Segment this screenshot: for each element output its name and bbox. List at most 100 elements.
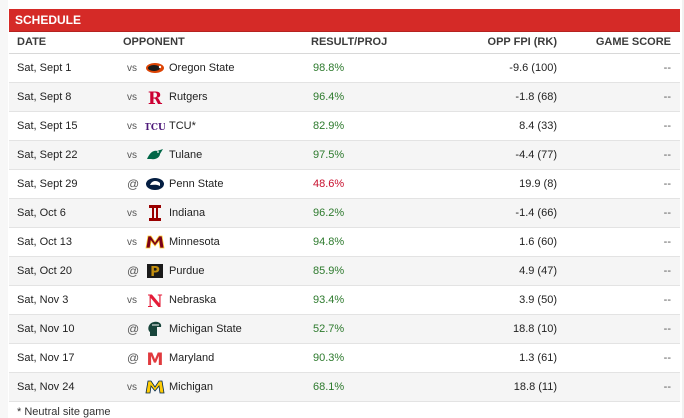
result-projection: 52.7% <box>313 323 345 335</box>
schedule-rows: Sat, Sept 1 vs Oregon State 98.8% -9.6 (100)… <box>9 54 680 402</box>
col-opponent: OPPONENT <box>123 36 185 48</box>
table-row[interactable]: Sat, Sept 15 vs TCU TCU* 82.9% 8.4 (33) -- <box>9 112 680 141</box>
opponent-fpi: -1.4 (66) <box>515 207 557 219</box>
game-date: Sat, Nov 17 <box>17 352 75 364</box>
opponent-fpi: 8.4 (33) <box>519 120 557 132</box>
opponent-fpi: 19.9 (8) <box>519 178 557 190</box>
footnote: * Neutral site game <box>17 406 111 418</box>
game-date: Sat, Oct 13 <box>17 236 73 248</box>
opponent-fpi: 18.8 (10) <box>512 323 557 335</box>
opponent-link[interactable]: Michigan State <box>169 323 242 335</box>
home-away-indicator: vs <box>127 382 137 393</box>
maryland-logo-icon[interactable]: M <box>145 349 165 367</box>
game-score: -- <box>663 207 671 219</box>
table-row[interactable]: Sat, Nov 10 @ Michigan State 52.7% 18.8 (10)… <box>9 315 680 344</box>
result-projection: 93.4% <box>313 294 345 306</box>
purdue-logo-icon[interactable]: P <box>145 262 165 280</box>
result-projection: 96.4% <box>313 91 345 103</box>
opponent-link[interactable]: Oregon State <box>169 62 235 74</box>
tulane-logo-icon[interactable] <box>145 146 165 164</box>
table-row[interactable]: Sat, Oct 6 vs Indiana 96.2% -1.4 (66) -- <box>9 199 680 228</box>
table-row[interactable]: Sat, Nov 24 vs Michigan 68.1% 18.8 (11) -- <box>9 373 680 402</box>
opponent-fpi: 4.9 (47) <box>519 265 557 277</box>
game-date: Sat, Nov 3 <box>17 294 69 306</box>
game-score: -- <box>663 91 671 103</box>
col-game-score: GAME SCORE <box>595 36 671 48</box>
result-projection: 94.8% <box>313 236 345 248</box>
result-projection: 98.8% <box>313 62 345 74</box>
col-result: RESULT/PROJ <box>311 36 388 48</box>
result-projection: 97.5% <box>313 149 345 161</box>
column-headers: DATE OPPONENT RESULT/PROJ OPP FPI (RK) G… <box>9 32 680 54</box>
game-date: Sat, Sept 22 <box>17 149 78 161</box>
table-row[interactable]: Sat, Sept 8 vs R Rutgers 96.4% -1.8 (68) -- <box>9 83 680 112</box>
table-row[interactable]: Sat, Sept 29 @ Penn State 48.6% 19.9 (8) -- <box>9 170 680 199</box>
nebraska-logo-icon[interactable]: N <box>145 291 165 309</box>
opponent-fpi: 18.8 (11) <box>513 381 557 393</box>
home-away-indicator: vs <box>127 150 137 161</box>
opponent-link[interactable]: Maryland <box>169 352 215 364</box>
home-away-indicator: vs <box>127 208 137 219</box>
home-away-indicator: @ <box>127 264 140 278</box>
home-away-indicator: vs <box>127 295 137 306</box>
table-row[interactable]: Sat, Nov 17 @ M Maryland 90.3% 1.3 (61) -- <box>9 344 680 373</box>
svg-text:N: N <box>147 292 163 309</box>
table-row[interactable]: Sat, Sept 1 vs Oregon State 98.8% -9.6 (100)… <box>9 54 680 83</box>
michigan-logo-icon[interactable] <box>145 378 165 396</box>
opponent-link[interactable]: Indiana <box>169 207 206 219</box>
table-row[interactable]: Sat, Nov 3 vs N Nebraska 93.4% 3.9 (50) -- <box>9 286 680 315</box>
opponent-link[interactable]: Nebraska <box>169 294 217 306</box>
opponent-fpi: -4.4 (77) <box>515 149 557 161</box>
minnesota-logo-icon[interactable] <box>145 233 165 251</box>
right-gutter <box>682 0 684 418</box>
oregon-state-logo-icon[interactable] <box>145 59 165 77</box>
opponent-link[interactable]: Rutgers <box>169 91 208 103</box>
result-projection: 90.3% <box>313 352 345 364</box>
opponent-link[interactable]: Penn State <box>169 178 224 190</box>
indiana-logo-icon[interactable] <box>145 204 165 222</box>
table-row[interactable]: Sat, Oct 13 vs Minnesota 94.8% 1.6 (60) -- <box>9 228 680 257</box>
result-projection: 48.6% <box>313 178 345 190</box>
table-row[interactable]: Sat, Sept 22 vs Tulane 97.5% -4.4 (77) -- <box>9 141 680 170</box>
schedule-card: SCHEDULE DATE OPPONENT RESULT/PROJ OPP F… <box>9 9 680 418</box>
col-date: DATE <box>17 36 47 48</box>
game-date: Sat, Sept 29 <box>17 178 78 190</box>
michigan-state-logo-icon[interactable] <box>145 320 165 338</box>
result-projection: 82.9% <box>313 120 345 132</box>
result-projection: 68.1% <box>313 381 345 393</box>
game-date: Sat, Nov 24 <box>17 381 75 393</box>
rutgers-logo-icon[interactable]: R <box>145 88 165 106</box>
game-score: -- <box>663 323 671 335</box>
result-projection: 96.2% <box>313 207 345 219</box>
game-date: Sat, Nov 10 <box>17 323 75 335</box>
table-row[interactable]: Sat, Oct 20 @ P Purdue 85.9% 4.9 (47) -- <box>9 257 680 286</box>
game-date: Sat, Oct 6 <box>17 207 66 219</box>
opponent-link[interactable]: Michigan <box>169 381 214 393</box>
game-score: -- <box>663 381 671 393</box>
game-date: Sat, Sept 1 <box>17 62 72 74</box>
left-gutter <box>0 0 8 418</box>
home-away-indicator: @ <box>127 351 140 365</box>
home-away-indicator: vs <box>127 92 137 103</box>
game-score: -- <box>663 294 671 306</box>
game-date: Sat, Sept 8 <box>17 91 72 103</box>
opponent-link[interactable]: TCU* <box>169 120 196 132</box>
penn-state-logo-icon[interactable] <box>145 175 165 193</box>
col-fpi: OPP FPI (RK) <box>487 36 557 48</box>
game-date: Sat, Oct 20 <box>17 265 73 277</box>
opponent-fpi: 3.9 (50) <box>519 294 557 306</box>
home-away-indicator: vs <box>127 63 137 74</box>
home-away-indicator: vs <box>127 237 137 248</box>
opponent-link[interactable]: Tulane <box>169 149 203 161</box>
opponent-link[interactable]: Purdue <box>169 265 205 277</box>
opponent-fpi: -1.8 (68) <box>515 91 557 103</box>
opponent-fpi: 1.3 (61) <box>519 352 557 364</box>
tcu-logo-icon[interactable]: TCU <box>145 117 165 135</box>
game-date: Sat, Sept 15 <box>17 120 78 132</box>
opponent-link[interactable]: Minnesota <box>169 236 220 248</box>
game-score: -- <box>663 352 671 364</box>
schedule-header: SCHEDULE <box>9 9 680 32</box>
game-score: -- <box>663 120 671 132</box>
game-score: -- <box>663 149 671 161</box>
